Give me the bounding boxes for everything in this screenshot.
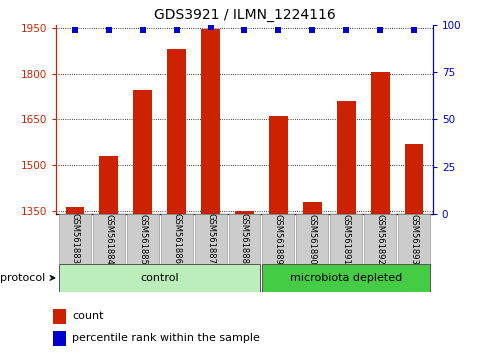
Text: percentile rank within the sample: percentile rank within the sample [72, 333, 259, 343]
Bar [65, 206, 84, 214]
Text: GSM561884: GSM561884 [104, 213, 113, 264]
Bar [201, 29, 220, 214]
Bar [268, 116, 287, 214]
Text: GSM561885: GSM561885 [138, 213, 147, 264]
Text: GSM561892: GSM561892 [375, 213, 384, 264]
Bar [364, 214, 395, 264]
Bar [59, 264, 260, 292]
Bar [397, 214, 429, 264]
Bar [53, 331, 65, 346]
Point [308, 28, 316, 33]
Text: GSM561886: GSM561886 [172, 213, 181, 264]
Text: GSM561888: GSM561888 [240, 213, 248, 264]
Bar [330, 214, 362, 264]
Bar [99, 156, 118, 214]
Bar [133, 91, 152, 214]
Point [139, 28, 146, 33]
Text: control: control [140, 273, 179, 283]
Title: GDS3921 / ILMN_1224116: GDS3921 / ILMN_1224116 [153, 8, 335, 22]
Text: GSM561890: GSM561890 [307, 213, 316, 264]
Bar [161, 214, 192, 264]
Point [206, 24, 214, 29]
Point [342, 28, 349, 33]
Bar [262, 214, 294, 264]
Text: GSM561891: GSM561891 [341, 213, 350, 264]
Bar [303, 202, 321, 214]
Bar [126, 214, 158, 264]
Bar [167, 49, 185, 214]
Text: GSM561883: GSM561883 [70, 213, 79, 264]
Text: GSM561893: GSM561893 [409, 213, 418, 264]
Text: GSM561889: GSM561889 [273, 213, 283, 264]
Point [172, 28, 180, 33]
Bar [228, 214, 260, 264]
Bar [194, 214, 226, 264]
Text: GSM561887: GSM561887 [205, 213, 215, 264]
Bar [235, 211, 253, 214]
Point [375, 28, 383, 33]
Bar [59, 214, 91, 264]
Bar [53, 309, 65, 324]
Text: microbiota depleted: microbiota depleted [289, 273, 402, 283]
Point [105, 28, 113, 33]
Point [409, 28, 417, 33]
Bar [370, 72, 389, 214]
Text: count: count [72, 312, 103, 321]
Bar [404, 144, 423, 214]
Bar [336, 101, 355, 214]
Bar [296, 214, 327, 264]
Point [240, 28, 248, 33]
Text: protocol: protocol [0, 273, 55, 283]
Point [71, 28, 79, 33]
Point [274, 28, 282, 33]
Bar [93, 214, 124, 264]
Bar [262, 264, 429, 292]
